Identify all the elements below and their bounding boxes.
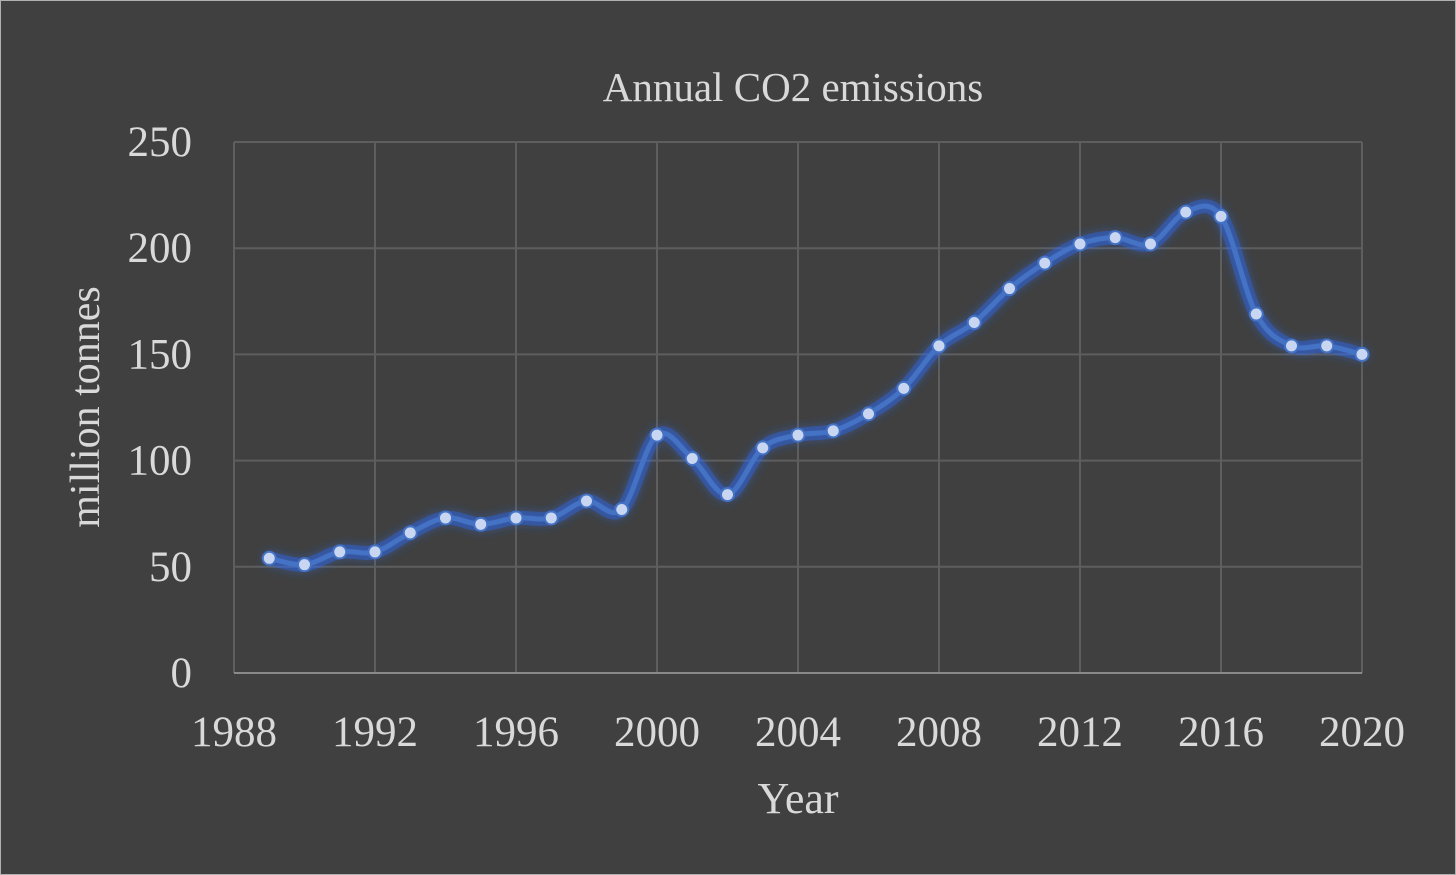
data-point [1213,208,1229,224]
data-point [1143,236,1158,252]
data-point [755,440,771,456]
data-point [825,423,841,439]
data-point [543,510,559,526]
data-point [790,427,806,443]
gridlines [233,141,1363,673]
data-point [1248,306,1264,322]
x-tick-label: 2004 [755,709,841,756]
x-axis-title: Year [757,774,838,823]
y-tick-label: 100 [128,438,193,485]
data-point [966,315,982,331]
chart-title: Annual CO2 emissions [603,64,983,110]
data-point [1037,255,1053,271]
data-point [1072,236,1088,252]
y-axis-title: million tonnes [63,286,109,528]
data-point [1354,346,1370,362]
data-point [1319,338,1335,354]
data-point [508,510,524,526]
data-point [649,427,665,443]
x-tick-label: 1988 [191,709,277,756]
data-point [614,501,630,517]
data-point [438,510,453,526]
data-point [473,516,489,532]
data-point [720,487,735,503]
x-tick-label: 1996 [473,709,559,756]
x-tick-label: 2016 [1178,709,1264,756]
data-point [1107,230,1123,246]
y-tick-label: 250 [128,119,193,166]
data-point [367,544,383,560]
data-point [261,550,277,566]
data-point [1284,338,1299,354]
y-tick-label: 200 [128,225,193,272]
x-tick-label: 2008 [896,709,982,756]
x-tick-label: 2020 [1319,709,1405,756]
y-tick-label: 150 [128,331,193,378]
x-tick-label: 1992 [332,709,418,756]
data-point [1002,281,1017,297]
data-point [896,380,912,396]
data-point [332,544,348,560]
series-line-group [262,199,1369,572]
series-line-glow [262,199,1369,572]
data-markers [261,204,1370,573]
data-point [402,525,418,541]
x-tick-label: 2000 [614,709,700,756]
data-point [297,557,312,573]
data-point [684,450,700,466]
y-tick-label: 0 [171,650,193,697]
data-point [861,406,876,422]
data-point [579,493,594,509]
tick-labels: 0 50 100 150 200 250 1988 1992 1996 2000 2004 2008 2… [128,119,1406,756]
series-line [266,203,1365,568]
x-tick-label: 2012 [1037,709,1123,756]
y-tick-label: 50 [149,544,192,591]
data-point [931,338,947,354]
data-point [1178,204,1194,220]
